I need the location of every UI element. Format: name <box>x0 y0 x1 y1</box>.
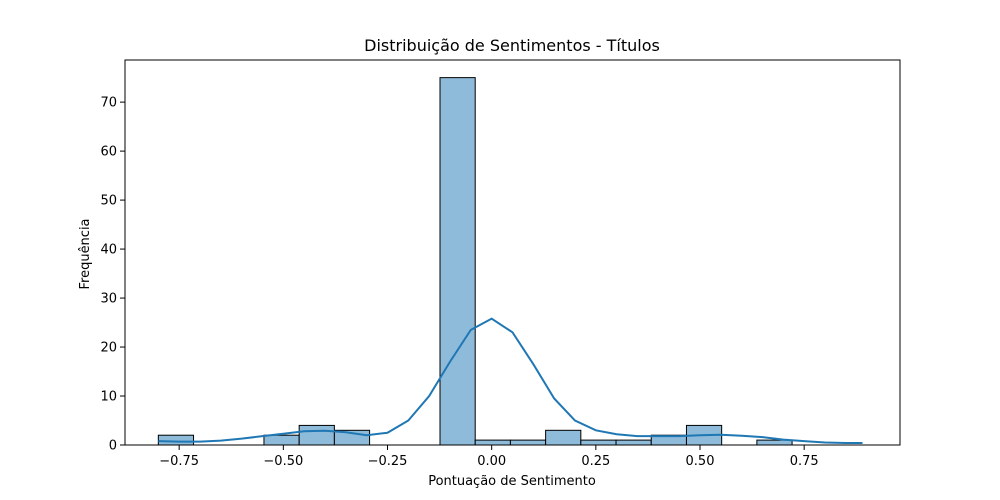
histogram-bar <box>580 439 617 446</box>
y-tick-label: 40 <box>100 243 117 258</box>
histogram-bar <box>474 439 511 446</box>
x-tick-label: −0.50 <box>263 454 303 469</box>
y-tick-label: 20 <box>100 341 117 356</box>
x-tick-label: −0.75 <box>159 454 199 469</box>
histogram-bar <box>509 439 547 446</box>
y-tick-label: 10 <box>100 390 117 405</box>
y-axis-ticks: 0 10 20 30 40 50 60 70 <box>100 96 125 454</box>
histogram-bar <box>298 424 335 446</box>
x-axis-label: Pontuação de Sentimento <box>428 474 596 489</box>
y-tick-label: 30 <box>100 292 117 307</box>
kde-line <box>158 317 863 445</box>
x-tick-label: 0.50 <box>686 454 715 469</box>
y-axis-label: Frequência <box>78 218 93 289</box>
y-tick-label: 0 <box>109 439 117 454</box>
plot-frame <box>124 59 901 446</box>
y-tick-label: 70 <box>100 96 117 111</box>
histogram-bar <box>263 434 300 446</box>
histogram-bar <box>545 429 582 446</box>
histogram-bar <box>157 434 195 446</box>
y-tick-label: 50 <box>100 194 117 209</box>
x-axis-ticks: −0.75 −0.50 −0.25 0.00 0.25 0.50 0.75 <box>159 445 819 469</box>
histogram-bar <box>615 439 652 446</box>
x-tick-label: 0.00 <box>477 454 506 469</box>
histogram-bar <box>439 77 476 446</box>
chart-title: Distribuição de Sentimentos - Títulos <box>364 36 660 55</box>
x-tick-label: 0.75 <box>790 454 819 469</box>
y-tick-label: 60 <box>100 145 117 160</box>
x-tick-label: −0.25 <box>368 454 408 469</box>
x-tick-label: 0.25 <box>581 454 610 469</box>
